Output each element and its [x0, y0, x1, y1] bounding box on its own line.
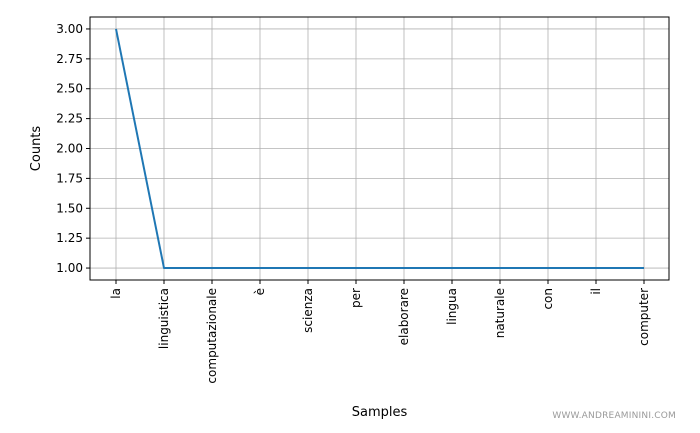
- x-tick-label: computer: [637, 288, 651, 346]
- y-axis-ticks: 1.00 1.25 1.50 1.75 2.00 2.25 2.50 2.75 3.00: [56, 22, 90, 275]
- y-tick-label: 1.00: [56, 261, 83, 275]
- y-tick-label: 2.75: [56, 52, 83, 66]
- x-tick-label: computazionale: [205, 288, 219, 384]
- x-axis-label: Samples: [352, 405, 408, 420]
- y-tick-label: 2.25: [56, 112, 83, 126]
- x-tick-label: la: [109, 288, 123, 299]
- x-tick-label: naturale: [493, 288, 507, 338]
- y-tick-label: 3.00: [56, 22, 83, 36]
- y-axis-label: Counts: [29, 126, 44, 172]
- series-line: [115, 28, 644, 270]
- x-tick-label: per: [349, 288, 363, 308]
- y-tick-label: 1.75: [56, 171, 83, 185]
- grid: [90, 17, 669, 280]
- x-tick-label: lingua: [445, 288, 459, 325]
- x-tick-label: è: [253, 288, 267, 295]
- x-tick-label: elaborare: [397, 288, 411, 345]
- y-tick-label: 1.50: [56, 201, 83, 215]
- x-tick-label: scienza: [301, 288, 315, 333]
- y-tick-label: 1.25: [56, 231, 83, 245]
- series-layer: [115, 28, 644, 270]
- y-tick-label: 2.00: [56, 142, 83, 156]
- watermark: WWW.ANDREAMININI.COM: [552, 411, 676, 421]
- x-tick-label: con: [541, 288, 555, 310]
- x-axis-ticks: la linguistica computazionale è scienza per el…: [109, 280, 651, 384]
- y-tick-label: 2.50: [56, 82, 83, 96]
- x-tick-label: linguistica: [157, 288, 171, 349]
- x-tick-label: il: [589, 288, 603, 295]
